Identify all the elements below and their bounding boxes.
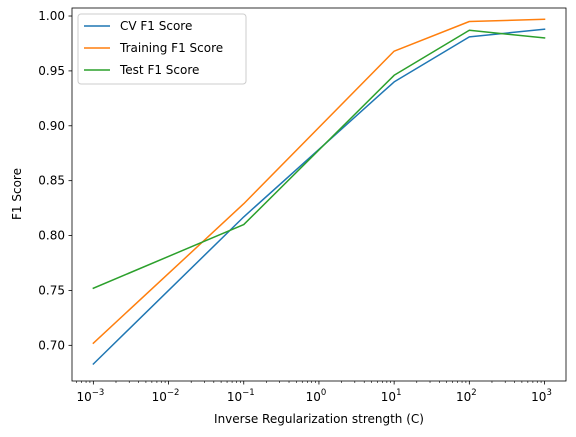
- legend: CV F1 Score Training F1 Score Test F1 Scor…: [77, 13, 247, 85]
- x-tick-label: 10−2: [152, 388, 180, 404]
- y-tick-label: 0.75: [38, 283, 65, 297]
- x-tick-label: 10−1: [227, 388, 255, 404]
- y-axis: 0.70 0.75 0.80 0.85 0.90 0.95 1.00: [38, 9, 72, 352]
- x-tick-label: 102: [456, 388, 477, 404]
- x-axis-title: Inverse Regularization strength (C): [214, 412, 424, 426]
- x-axis: 10−3 10−2 10−1 100 101 102 103: [76, 381, 552, 404]
- y-tick-label: 1.00: [38, 9, 65, 23]
- y-tick-label: 0.80: [38, 229, 65, 243]
- x-tick-label: 10−3: [76, 388, 104, 404]
- x-tick-label: 100: [306, 388, 327, 404]
- y-tick-label: 0.85: [38, 174, 65, 188]
- legend-label: Training F1 Score: [119, 41, 223, 55]
- legend-label: CV F1 Score: [120, 19, 192, 33]
- y-tick-label: 0.95: [38, 64, 65, 78]
- series-layer: [92, 18, 546, 366]
- series-line-2: [92, 29, 546, 290]
- series-line-1: [92, 18, 546, 345]
- legend-label: Test F1 Score: [119, 63, 199, 77]
- y-tick-label: 0.70: [38, 338, 65, 352]
- y-axis-title: F1 Score: [10, 168, 24, 220]
- x-tick-label: 103: [531, 388, 552, 404]
- legend-box: [77, 13, 247, 85]
- series-line-0: [92, 28, 546, 366]
- y-tick-label: 0.90: [38, 119, 65, 133]
- x-tick-label: 101: [381, 388, 402, 404]
